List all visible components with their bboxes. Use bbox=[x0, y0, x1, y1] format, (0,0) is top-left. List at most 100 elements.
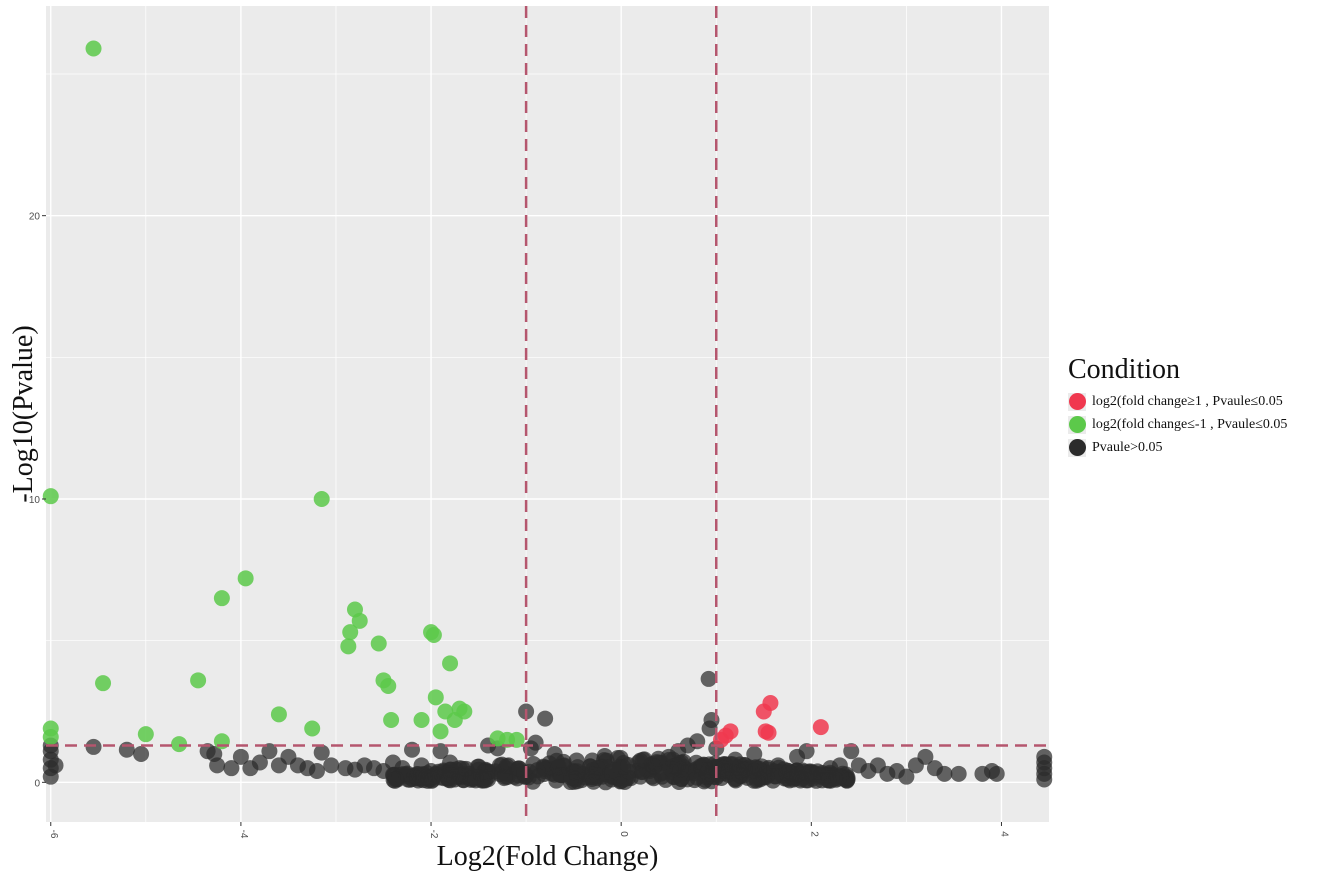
point-ns bbox=[261, 743, 278, 760]
point-ns bbox=[620, 756, 637, 773]
y-tick-label: 10 bbox=[29, 495, 41, 506]
y-tick-label: 20 bbox=[29, 212, 41, 223]
legend-entry-ns: Pvaule>0.05 bbox=[1068, 436, 1318, 459]
point-ns bbox=[936, 765, 953, 782]
legend-entry-up: log2(fold change≥1 , Pvaule≤0.05 bbox=[1068, 390, 1318, 413]
x-axis-ticks: -6 -4 -2 0 2 4 bbox=[48, 822, 1009, 839]
point-up bbox=[812, 719, 829, 736]
point-ns bbox=[552, 766, 569, 783]
point-ns bbox=[118, 741, 135, 758]
point-down bbox=[85, 40, 102, 57]
point-down bbox=[442, 655, 459, 672]
legend-dot-ns bbox=[1068, 439, 1086, 456]
point-ns bbox=[47, 757, 64, 774]
point-ns bbox=[452, 767, 469, 784]
point-ns bbox=[399, 765, 416, 782]
point-ns bbox=[746, 746, 763, 762]
point-down bbox=[427, 689, 444, 706]
point-down bbox=[313, 491, 330, 507]
point-ns bbox=[669, 759, 686, 776]
point-ns bbox=[700, 670, 717, 687]
point-ns bbox=[588, 767, 605, 784]
point-ns bbox=[313, 744, 330, 761]
point-down bbox=[380, 678, 397, 694]
point-down bbox=[190, 672, 207, 689]
point-ns bbox=[898, 768, 915, 785]
point-ns bbox=[715, 760, 732, 777]
point-down bbox=[456, 703, 473, 720]
point-ns bbox=[529, 768, 546, 785]
plot-panel bbox=[46, 6, 1049, 822]
point-ns bbox=[477, 772, 494, 789]
threshold-lines bbox=[46, 6, 1049, 822]
point-ns bbox=[604, 762, 621, 779]
point-ns bbox=[493, 756, 510, 773]
point-ns bbox=[798, 743, 815, 760]
point-down bbox=[304, 720, 321, 737]
x-tick-label: -4 bbox=[238, 830, 249, 839]
point-ns bbox=[950, 765, 967, 782]
point-down bbox=[95, 675, 112, 692]
x-tick-label: -6 bbox=[48, 830, 59, 839]
legend: Condition log2(fold change≥1 , Pvaule≤0.… bbox=[1068, 354, 1318, 459]
point-ns bbox=[232, 748, 249, 765]
point-ns bbox=[223, 760, 240, 777]
point-ns bbox=[1036, 771, 1053, 788]
point-ns bbox=[701, 720, 718, 737]
point-ns bbox=[323, 757, 340, 774]
point-down bbox=[370, 635, 387, 652]
point-down bbox=[351, 612, 368, 629]
point-up bbox=[762, 695, 779, 711]
point-ns bbox=[789, 766, 806, 783]
x-tick-label: 0 bbox=[618, 831, 629, 837]
point-up bbox=[757, 723, 774, 740]
point-ns bbox=[209, 757, 226, 774]
point-ns bbox=[616, 773, 633, 790]
point-ns bbox=[645, 758, 662, 775]
point-down bbox=[270, 706, 287, 723]
legend-key bbox=[1068, 415, 1086, 434]
point-ns bbox=[843, 743, 860, 760]
point-ns bbox=[511, 760, 528, 777]
point-down bbox=[42, 729, 59, 745]
legend-title: Condition bbox=[1068, 354, 1181, 385]
point-down bbox=[171, 736, 188, 753]
point-ns bbox=[424, 771, 441, 788]
point-down bbox=[213, 733, 230, 750]
point-down bbox=[42, 488, 59, 505]
point-ns bbox=[694, 757, 711, 774]
point-ns bbox=[308, 763, 325, 779]
point-ns bbox=[988, 765, 1005, 782]
point-ns bbox=[133, 746, 150, 762]
x-axis-title: Log2(Fold Change) bbox=[437, 841, 659, 871]
point-ns bbox=[432, 743, 449, 760]
point-down bbox=[237, 570, 254, 587]
point-ns bbox=[404, 741, 421, 758]
point-down bbox=[383, 712, 400, 728]
point-ns bbox=[251, 754, 268, 771]
point-down bbox=[340, 638, 357, 655]
legend-dot-down bbox=[1068, 416, 1086, 433]
point-ns bbox=[813, 766, 830, 783]
point-ns bbox=[469, 758, 486, 775]
point-ns bbox=[85, 738, 102, 755]
x-tick-label: 2 bbox=[808, 831, 819, 837]
legend-label: log2(fold change≤-1 , Pvaule≤0.05 bbox=[1092, 416, 1288, 432]
point-ns bbox=[596, 747, 613, 764]
legend-entry-down: log2(fold change≤-1 , Pvaule≤0.05 bbox=[1068, 413, 1318, 436]
point-down bbox=[137, 726, 154, 743]
x-tick-label: 4 bbox=[998, 831, 1009, 837]
point-ns bbox=[746, 762, 763, 779]
point-down bbox=[508, 731, 525, 748]
point-ns bbox=[731, 763, 748, 780]
y-axis-title: -Log10(Pvalue) bbox=[8, 325, 39, 502]
point-down bbox=[432, 723, 449, 740]
point-down bbox=[213, 590, 230, 607]
legend-key bbox=[1068, 392, 1086, 411]
point-ns bbox=[689, 733, 706, 750]
point-up bbox=[722, 723, 739, 740]
y-tick-label: 0 bbox=[34, 778, 40, 789]
point-ns bbox=[537, 710, 554, 727]
legend-label: log2(fold change≥1 , Pvaule≤0.05 bbox=[1092, 393, 1283, 409]
